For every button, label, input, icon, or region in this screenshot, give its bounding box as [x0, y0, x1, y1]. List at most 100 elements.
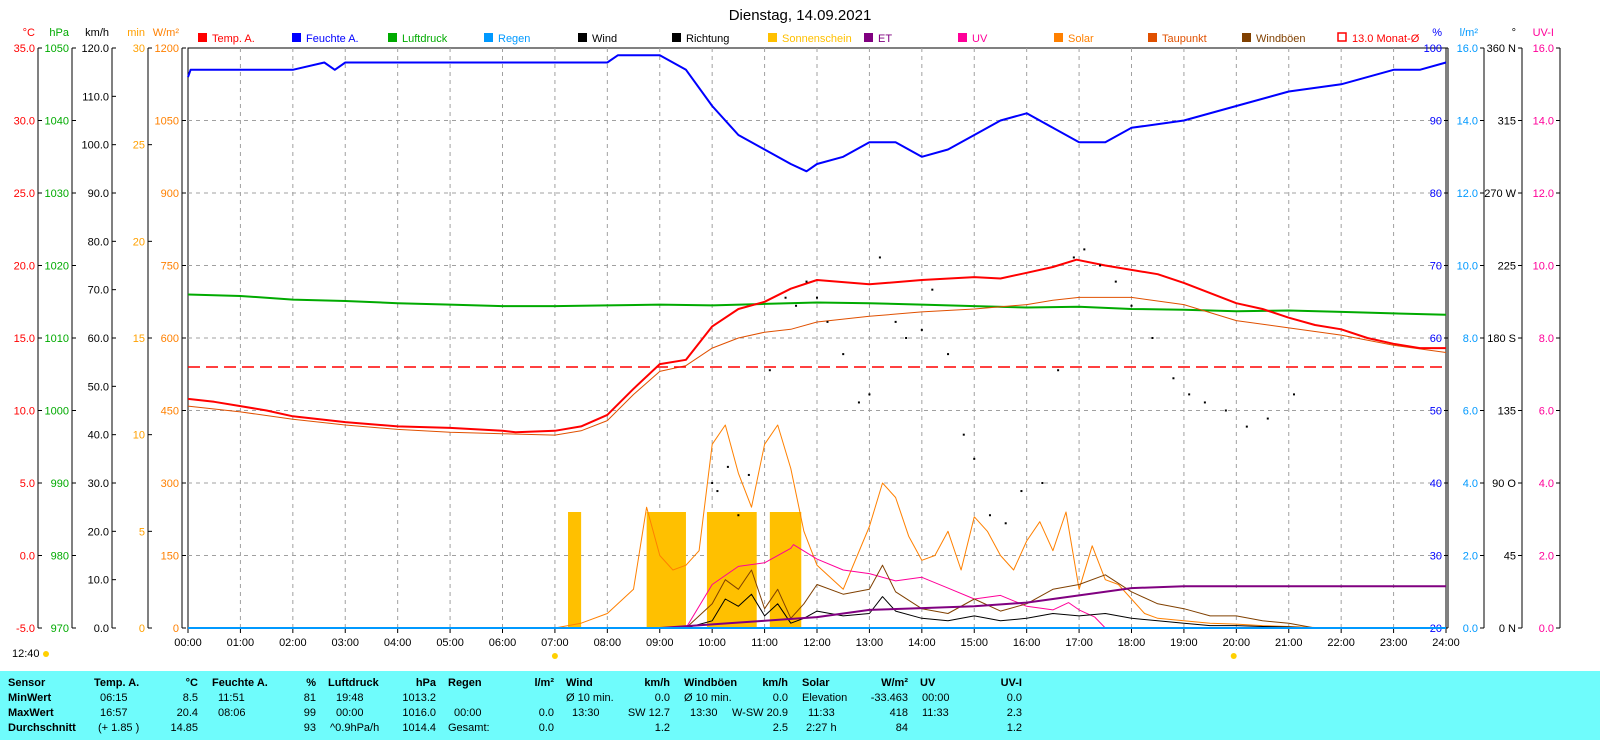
left-axis-tick-label: 0 — [173, 623, 179, 635]
stats-cell: 0.0 — [538, 707, 554, 719]
legend-label: UV — [972, 33, 988, 45]
legend-label: Solar — [1068, 33, 1094, 45]
right-axis-tick-label: 6.0 — [1463, 406, 1478, 418]
legend-swatch — [1054, 33, 1063, 42]
stats-cell: 00:00 — [454, 707, 482, 719]
et-line — [659, 585, 1446, 629]
stats-cell: (+ 1.85 ) — [98, 722, 140, 734]
right-axis-unit: % — [1432, 27, 1442, 39]
left-axis-tick-label: 60.0 — [88, 333, 109, 345]
x-tick-label: 08:00 — [594, 637, 622, 649]
right-axis-tick-label: 12.0 — [1457, 188, 1478, 200]
left-axis-tick-label: 30 — [133, 43, 145, 55]
direction-point — [1188, 393, 1191, 396]
left-axis-tick-label: 10.0 — [14, 406, 35, 418]
legend-swatch — [672, 33, 681, 42]
direction-point — [1130, 304, 1133, 307]
x-tick-label: 10:00 — [698, 637, 726, 649]
left-axis-unit: W/m² — [153, 27, 180, 39]
right-axis-tick-label: 70 — [1430, 261, 1442, 273]
left-axis-unit: hPa — [49, 27, 69, 39]
solar-line — [554, 424, 1342, 629]
stats-cell: -33.463 — [870, 692, 908, 704]
left-axis-tick-label: 120.0 — [81, 43, 109, 55]
left-axis-tick-label: 35.0 — [14, 43, 35, 55]
stats-header-uv: UV — [920, 677, 936, 689]
left-axis-tick-label: 0.0 — [20, 551, 35, 563]
legend-label: ET — [878, 33, 892, 45]
stats-cell: 11:51 — [218, 692, 245, 704]
legend-label: Feuchte A. — [306, 33, 359, 45]
stats-header-temp-unit: °C — [185, 677, 198, 689]
direction-point — [816, 296, 818, 299]
right-axis-unit: UV-I — [1533, 27, 1554, 39]
x-tick-label: 14:00 — [908, 637, 936, 649]
left-axis-tick-label: 900 — [161, 188, 179, 200]
direction-point — [1266, 417, 1269, 420]
x-tick-label: 05:00 — [436, 637, 464, 649]
stats-row-label: Durchschnitt — [8, 722, 76, 734]
stats-header-temp: Temp. A. — [94, 677, 140, 689]
right-axis-tick-label: 10.0 — [1533, 261, 1554, 273]
direction-point — [1224, 409, 1227, 412]
left-axis-tick-label: 110.0 — [82, 91, 109, 103]
stats-header-humidity: Feuchte A. — [212, 677, 268, 689]
stats-cell: 1016.0 — [402, 707, 436, 719]
left-axis-tick-label: 1050 — [155, 116, 179, 128]
stats-header-uv-unit: UV-I — [1000, 677, 1022, 689]
legend-swatch — [1337, 32, 1347, 42]
stats-cell: 418 — [889, 707, 908, 719]
legend-swatch — [292, 33, 301, 42]
right-axis-tick-label: 16.0 — [1533, 43, 1554, 55]
x-tick-label: 02:00 — [279, 637, 307, 649]
right-axis-tick-label: 45 — [1504, 551, 1516, 563]
direction-point — [868, 393, 871, 396]
stats-header-wind: Wind — [566, 677, 593, 689]
pressure-line — [187, 293, 1447, 316]
stats-header-solar-unit: W/m² — [881, 677, 908, 689]
stats-cell: 8.5 — [182, 692, 198, 704]
stats-cell: 00:00 — [922, 692, 950, 704]
stats-cell: 99 — [303, 707, 316, 719]
x-tick-label: 16:00 — [1013, 637, 1041, 649]
stats-cell: 0.0 — [654, 692, 670, 704]
left-axis-tick-label: 15.0 — [14, 333, 35, 345]
left-axis-tick-label: 100.0 — [81, 140, 109, 152]
direction-point — [795, 304, 798, 307]
x-tick-label: 13:00 — [856, 637, 884, 649]
stats-cell: 2.5 — [772, 722, 788, 734]
right-axis-tick-label: 315 — [1498, 116, 1516, 128]
right-axis-tick-label: 40 — [1430, 478, 1442, 490]
left-axis-tick-label: 1030 — [45, 188, 69, 200]
stats-cell: 00:00 — [336, 707, 364, 719]
left-axis-tick-label: 50.0 — [88, 381, 109, 393]
stats-header-gusts: Windböen — [684, 677, 738, 689]
right-axis-tick-label: 135 — [1498, 406, 1516, 418]
sunshine-bar — [769, 512, 802, 628]
legend-swatch — [198, 33, 207, 42]
humidity-line — [187, 54, 1447, 173]
stats-header-rain: Regen — [448, 677, 482, 689]
stats-cell: 93 — [303, 722, 316, 734]
left-axis-tick-label: 10.0 — [88, 575, 109, 587]
direction-point — [842, 353, 845, 356]
right-axis-tick-label: 270 W — [1484, 188, 1516, 200]
left-axis-tick-label: 20.0 — [14, 261, 35, 273]
right-axis-tick-label: 100 — [1424, 43, 1442, 55]
stats-cell: 20.4 — [176, 707, 198, 719]
legend-label: Taupunkt — [1162, 33, 1207, 45]
left-axis-tick-label: 1010 — [45, 333, 69, 345]
stats-cell: 11:33 — [922, 707, 949, 719]
left-axis-tick-label: 40.0 — [88, 430, 109, 442]
right-axis-tick-label: 60 — [1430, 333, 1442, 345]
left-axis-tick-label: 300 — [161, 478, 179, 490]
direction-point — [716, 490, 719, 493]
left-axis-tick-label: 15 — [133, 333, 145, 345]
left-axis-tick-label: 980 — [51, 551, 69, 563]
stats-header-solar: Solar — [802, 677, 830, 689]
stats-cell: 14.85 — [170, 722, 198, 734]
direction-point — [1099, 264, 1102, 267]
stats-header-sensor: Sensor — [8, 677, 46, 689]
time-marker-label: 12:40 — [12, 648, 40, 660]
